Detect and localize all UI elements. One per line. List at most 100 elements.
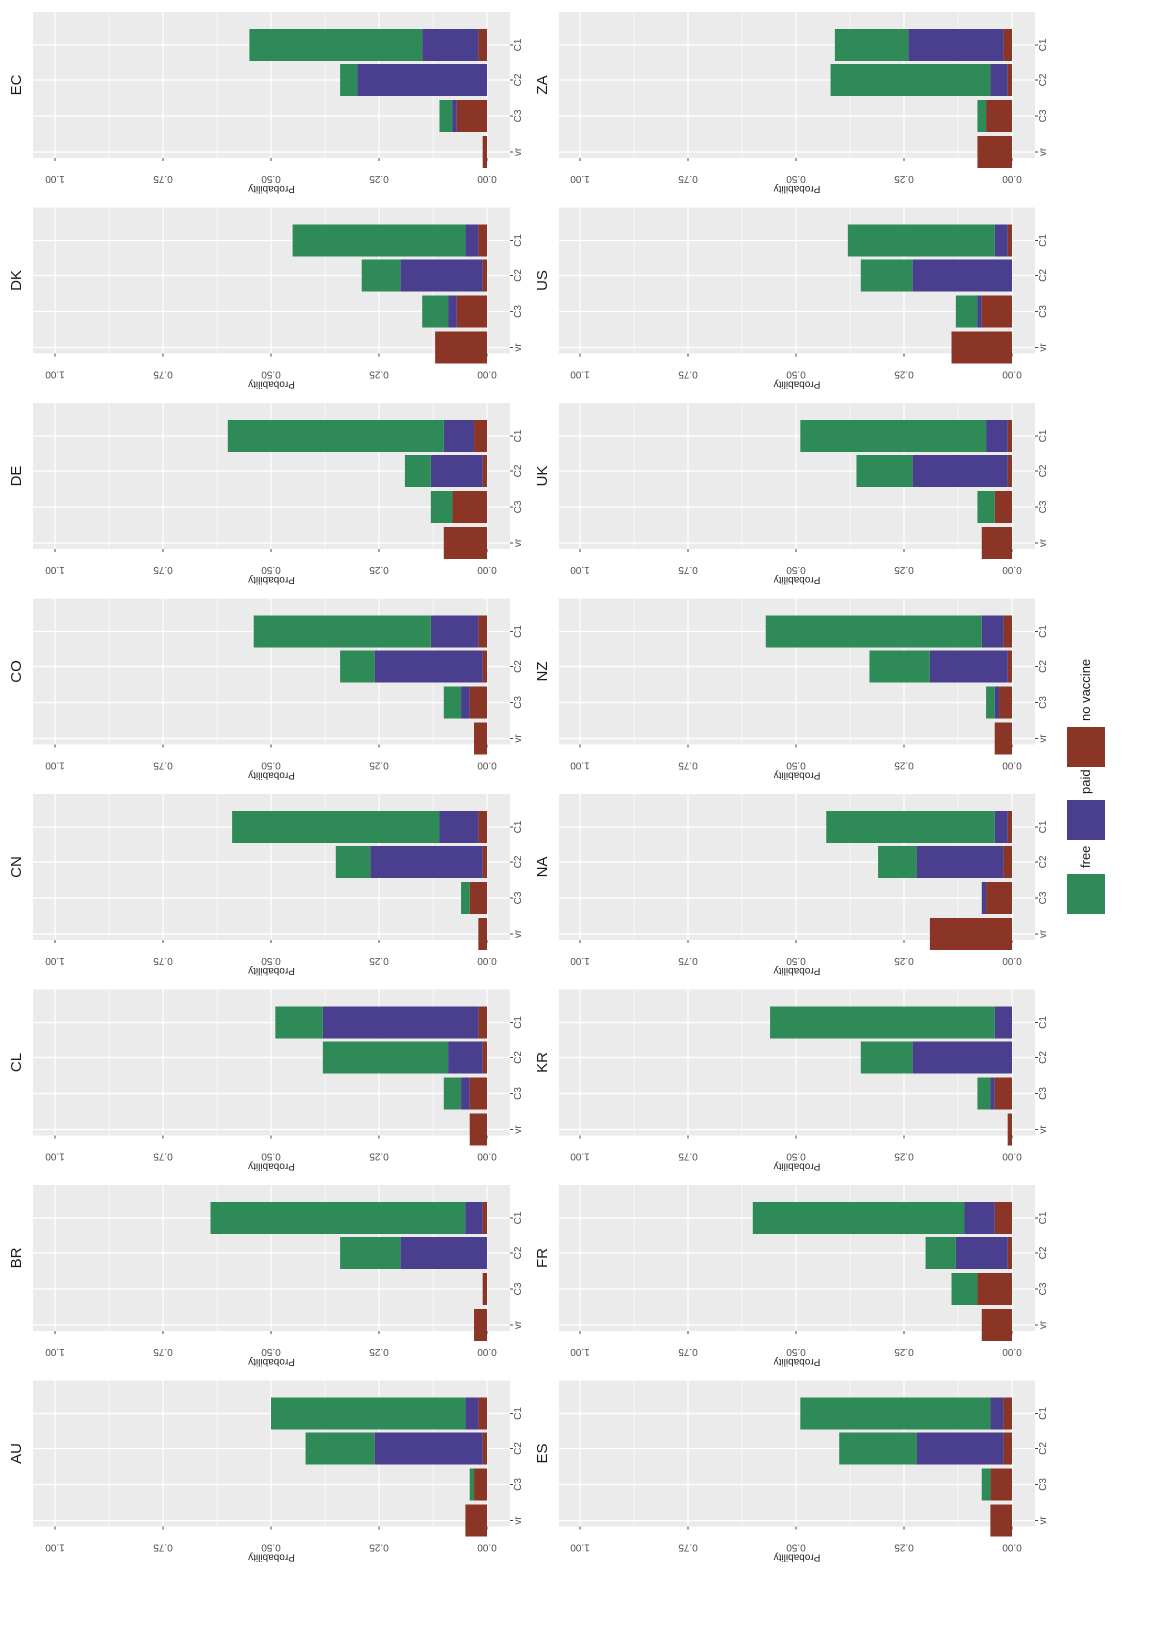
- category-label: C3: [513, 1282, 524, 1295]
- category-label: C1: [1038, 820, 1049, 833]
- category-label: C2: [1038, 855, 1049, 868]
- bar-c1-no-vaccine: [1007, 811, 1012, 843]
- value-tick-label: 0.75: [678, 760, 698, 771]
- bar-c1-free: [826, 811, 995, 843]
- axis-title: Probability: [248, 183, 295, 194]
- bar-c2-free: [340, 1237, 401, 1269]
- bar-c2-free: [925, 1237, 956, 1269]
- value-tick-label: 0.75: [678, 955, 698, 966]
- value-tick-label: 0.00: [477, 760, 497, 771]
- bar-c3-paid: [990, 1077, 995, 1110]
- category-label: C2: [1038, 1246, 1049, 1259]
- facet-label: DK: [8, 270, 25, 291]
- value-tick-label: 0.75: [678, 1346, 698, 1357]
- bar-c1-paid: [443, 420, 475, 452]
- value-tick-label: 0.50: [786, 369, 806, 380]
- bar-c3-no-vaccine: [994, 1077, 1012, 1110]
- bar-c2-paid: [955, 1237, 1008, 1269]
- bar-c1-paid: [322, 1006, 479, 1039]
- value-tick-label: 0.00: [477, 1151, 497, 1162]
- value-tick-label: 0.75: [678, 564, 698, 575]
- bar-c1-paid: [994, 224, 1008, 257]
- bar-c3-free: [986, 686, 995, 719]
- bar-c1-no-vaccine: [478, 1397, 487, 1430]
- bar-c2-free: [856, 455, 913, 487]
- bar-c3-free: [439, 100, 453, 132]
- bar-c3-paid: [448, 295, 457, 328]
- facet-label: ES: [534, 1443, 551, 1463]
- bar-c3-paid: [981, 882, 987, 914]
- panel-nz: C1 C2 C3 vr 0.00 0.25 0.50 0.75 1.00 Probability N…: [534, 598, 1049, 781]
- facet-panels: C1 C2 C3 vr 0.00 0.25 0.50 0.75 1.00 Probability E…: [8, 12, 1049, 1563]
- category-label: C1: [1038, 234, 1049, 247]
- bar-c1-no-vaccine: [478, 224, 487, 257]
- bar-c1-paid: [439, 811, 479, 843]
- axis-title: Probability: [248, 1161, 295, 1172]
- bar-c1-no-vaccine: [478, 811, 487, 843]
- bar-c1-no-vaccine: [478, 615, 487, 648]
- panel-ec: C1 C2 C3 vr 0.00 0.25 0.50 0.75 1.00 Probability E…: [8, 12, 524, 194]
- legend-item-no-vaccine: no vaccine: [1067, 659, 1105, 767]
- bar-c2-free: [878, 846, 917, 878]
- bar-c3-free: [443, 1077, 462, 1110]
- bar-c2-free: [340, 64, 358, 96]
- value-tick-label: 0.75: [153, 955, 173, 966]
- category-label: C3: [513, 696, 524, 709]
- axis-title: Probability: [774, 1356, 821, 1367]
- facet-label: US: [534, 270, 551, 291]
- value-tick-label: 0.75: [153, 369, 173, 380]
- bar-c3-paid: [977, 295, 982, 328]
- category-label: vr: [1038, 1516, 1049, 1525]
- category-label: C3: [513, 305, 524, 318]
- facet-label: CO: [8, 660, 25, 683]
- value-tick-label: 0.00: [1002, 955, 1022, 966]
- value-tick-label: 0.75: [153, 1151, 173, 1162]
- bar-c1-paid: [994, 811, 1008, 843]
- panel-br: C1 C2 C3 vr 0.00 0.25 0.50 0.75 1.00 Probability B…: [8, 1185, 524, 1367]
- bar-c2-paid: [929, 650, 1008, 683]
- bar-c2-free: [869, 650, 930, 683]
- category-label: vr: [513, 1125, 524, 1134]
- category-label: C2: [1038, 269, 1049, 282]
- bar-c3-free: [469, 1468, 475, 1501]
- bar-c2-free: [340, 650, 375, 683]
- value-tick-label: 0.25: [369, 369, 389, 380]
- bar-c1-no-vaccine: [1007, 224, 1012, 257]
- value-tick-label: 1.00: [570, 173, 590, 184]
- category-label: C1: [1038, 429, 1049, 442]
- bar-c1-free: [253, 615, 431, 648]
- bar-c2-free: [361, 259, 401, 292]
- category-label: C2: [513, 73, 524, 86]
- bar-vr-no-vaccine: [482, 136, 487, 168]
- bar-c1-free: [765, 615, 982, 648]
- category-label: C3: [513, 500, 524, 513]
- value-tick-label: 0.25: [369, 564, 389, 575]
- bar-vr-no-vaccine: [474, 722, 487, 755]
- category-label: C1: [513, 625, 524, 638]
- value-tick-label: 0.25: [894, 564, 914, 575]
- value-tick-label: 0.00: [1002, 760, 1022, 771]
- axis-title: Probability: [248, 574, 295, 585]
- bar-c2-paid: [374, 650, 483, 683]
- value-tick-label: 0.50: [786, 564, 806, 575]
- facet-label: CN: [8, 856, 25, 878]
- bar-vr-no-vaccine: [977, 136, 1012, 168]
- value-tick-label: 0.50: [786, 173, 806, 184]
- value-tick-label: 1.00: [570, 564, 590, 575]
- panel-de: C1 C2 C3 vr 0.00 0.25 0.50 0.75 1.00 Probability D…: [8, 403, 524, 585]
- bar-c3-paid: [452, 100, 457, 132]
- bar-c1-free: [770, 1006, 995, 1039]
- value-tick-label: 1.00: [45, 173, 65, 184]
- bar-c1-paid: [465, 224, 479, 257]
- bar-c3-free: [443, 686, 462, 719]
- category-label: C1: [513, 429, 524, 442]
- panel-kr: C1 C2 C3 vr 0.00 0.25 0.50 0.75 1.00 Probability K…: [534, 989, 1049, 1172]
- value-tick-label: 1.00: [45, 1542, 65, 1553]
- category-label: vr: [513, 343, 524, 352]
- axis-title: Probability: [774, 770, 821, 781]
- value-tick-label: 1.00: [45, 564, 65, 575]
- panel-au: C1 C2 C3 vr 0.00 0.25 0.50 0.75 1.00 Probability A…: [8, 1380, 524, 1563]
- value-tick-label: 0.25: [894, 1346, 914, 1357]
- bar-c3-paid: [461, 1077, 470, 1110]
- category-label: C1: [1038, 625, 1049, 638]
